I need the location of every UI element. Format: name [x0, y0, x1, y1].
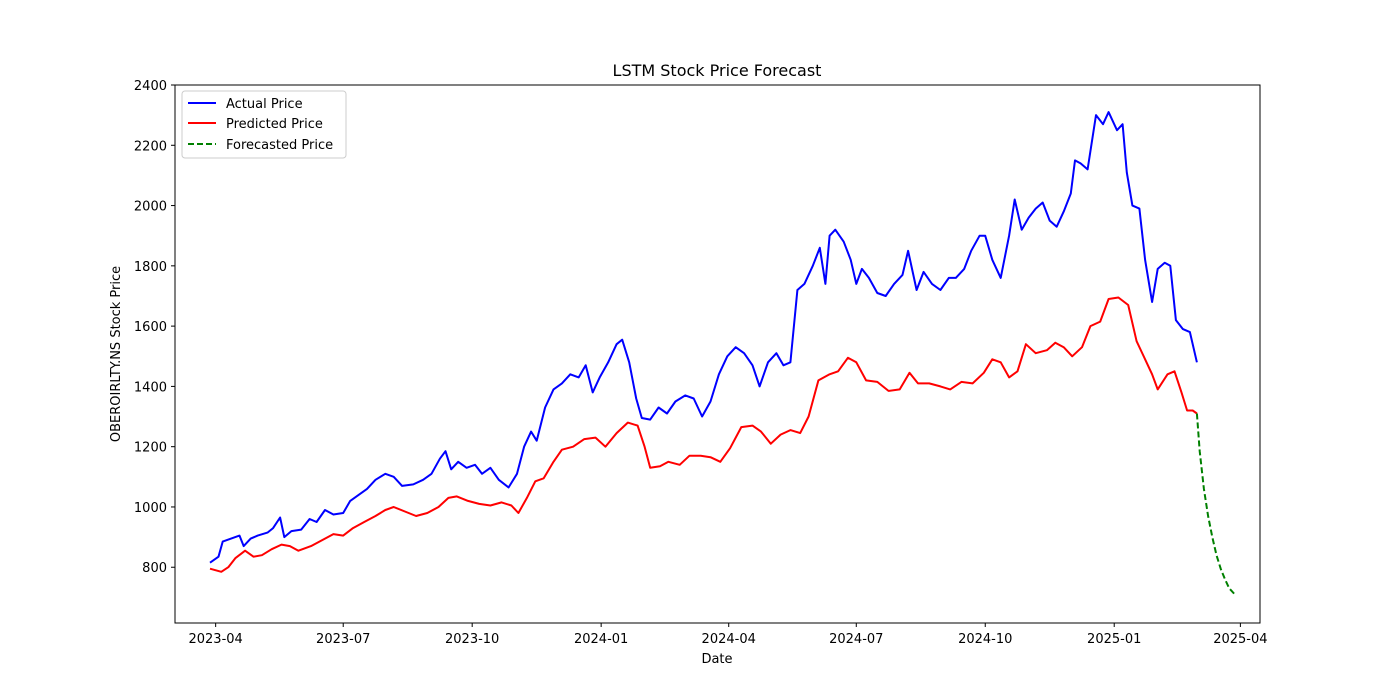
x-tick-label: 2025-01 — [1087, 632, 1141, 647]
y-tick-label: 1800 — [134, 260, 167, 275]
x-tick-label: 2023-04 — [188, 632, 242, 647]
x-axis-label: Date — [701, 652, 732, 667]
y-tick-label: 2000 — [134, 200, 167, 215]
y-tick-label: 2400 — [134, 79, 167, 94]
forecasted-price-line — [1195, 413, 1236, 596]
legend-box — [181, 90, 347, 159]
y-tick-label: 1000 — [134, 501, 167, 516]
y-axis-label: OBEROIRLTY.NS Stock Price — [109, 266, 124, 442]
y-axis: 800 1000 1200 1400 1600 1800 2000 2200 2400 — [134, 79, 175, 576]
y-tick-label: 1200 — [134, 441, 167, 456]
x-axis: 2023-04 2023-07 2023-10 2024-01 2024-04 2024-… — [188, 623, 1268, 647]
chart-title: LSTM Stock Price Forecast — [613, 61, 822, 80]
x-tick-label: 2025-04 — [1213, 632, 1267, 647]
y-tick-label: 2200 — [134, 139, 167, 154]
x-tick-label: 2023-07 — [316, 632, 370, 647]
actual-price-line — [209, 111, 1198, 564]
x-tick-label: 2024-07 — [829, 632, 883, 647]
legend-label-forecasted: Forecasted Price — [226, 138, 333, 153]
x-tick-label: 2023-10 — [445, 632, 499, 647]
y-tick-label: 1600 — [134, 320, 167, 335]
y-tick-label: 800 — [142, 561, 167, 576]
predicted-price-line — [209, 296, 1198, 573]
legend: Actual Price Predicted Price Forecasted … — [181, 90, 347, 159]
x-tick-label: 2024-10 — [958, 632, 1012, 647]
x-tick-label: 2024-01 — [574, 632, 628, 647]
plot-area — [209, 111, 1236, 596]
x-tick-label: 2024-04 — [702, 632, 756, 647]
legend-label-predicted: Predicted Price — [226, 117, 323, 132]
legend-label-actual: Actual Price — [226, 97, 303, 112]
y-tick-label: 1400 — [134, 380, 167, 395]
plot-frame — [174, 84, 1261, 624]
